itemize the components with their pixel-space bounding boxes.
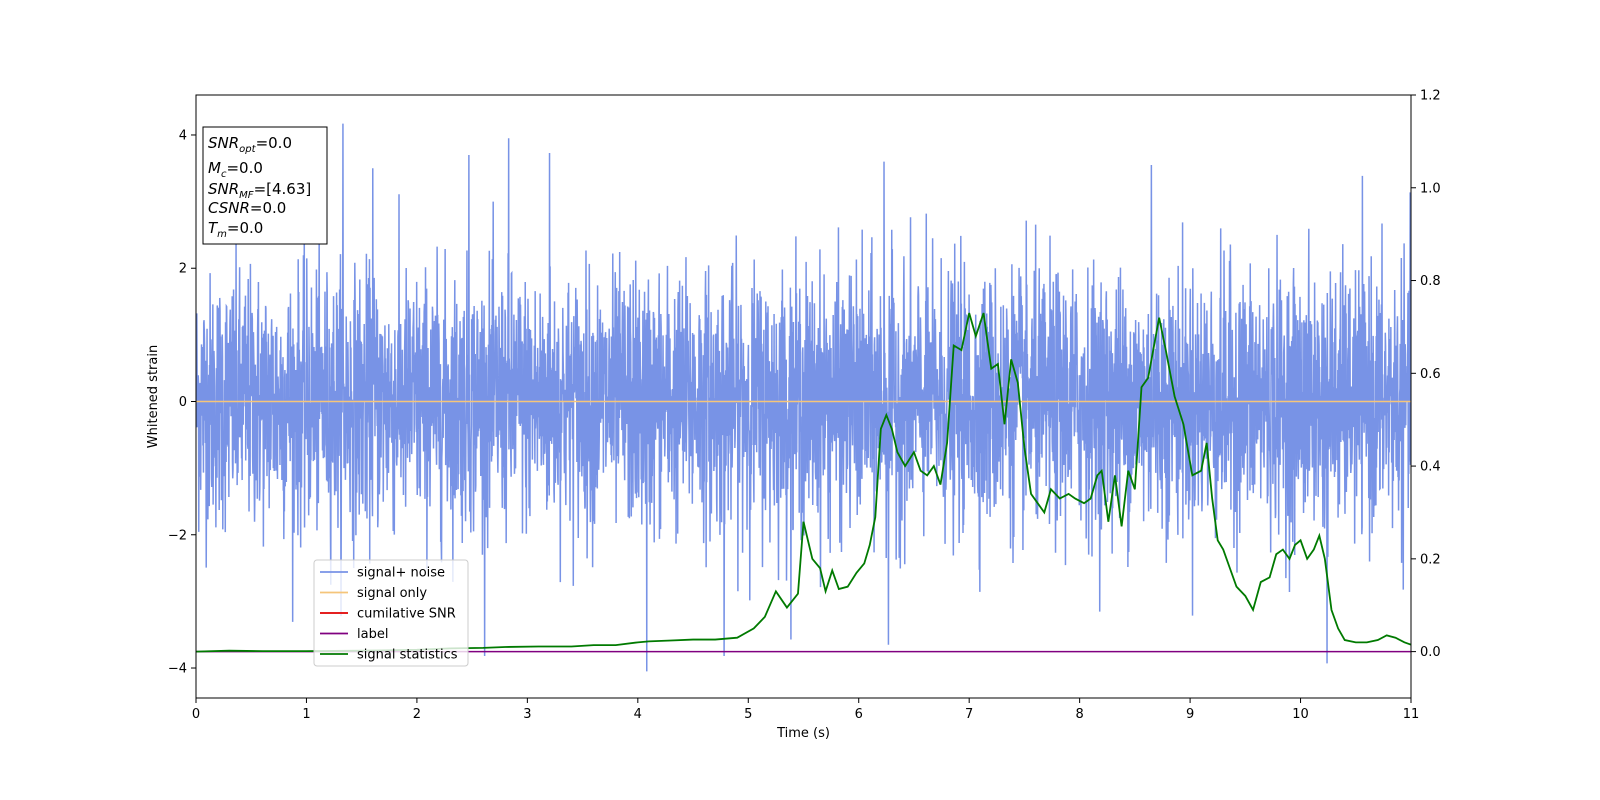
legend-label: label <box>357 627 388 642</box>
axes-frame <box>195 94 1412 699</box>
x-tick-label: 11 <box>1403 707 1420 722</box>
legend-label: signal statistics <box>357 648 458 663</box>
annotation-symbol: CSNR <box>208 199 250 217</box>
legend-label: signal+ noise <box>357 566 445 581</box>
annotation-symbol: SNR <box>208 134 239 152</box>
legend-label: cumilative SNR <box>357 607 456 622</box>
x-tick-label: 2 <box>413 707 421 722</box>
x-tick-label: 9 <box>1186 707 1194 722</box>
legend-label: signal only <box>357 586 427 601</box>
x-tick-label: 6 <box>855 707 863 722</box>
x-axis-label: Time (s) <box>776 726 830 741</box>
annotation-value: =[4.63] <box>254 180 312 198</box>
annotation-line: CSNR=0.0 <box>208 199 286 217</box>
x-tick-label: 10 <box>1292 707 1309 722</box>
y-right-tick-label: 0.8 <box>1420 274 1441 289</box>
annotation-line: Tm=0.0 <box>208 219 263 240</box>
annotation-symbol: SNR <box>208 180 239 198</box>
x-tick-label: 4 <box>634 707 642 722</box>
y-axis-label: Whitened strain <box>146 345 161 448</box>
annotation-box: SNRopt=0.0Mc=0.0SNRMF=[4.63]CSNR=0.0Tm=0… <box>202 126 328 245</box>
y-left-tick-label: 2 <box>179 262 187 277</box>
x-tick-label: 1 <box>302 707 310 722</box>
plot-frame <box>195 94 1412 699</box>
annotation-frame <box>202 126 328 245</box>
x-tick-label: 7 <box>965 707 973 722</box>
annotation-value: =0.0 <box>226 159 262 177</box>
annotation-subscript: c <box>221 169 227 180</box>
y-right-tick-label: 1.2 <box>1420 89 1441 104</box>
y-right-tick-label: 0.0 <box>1420 645 1441 660</box>
x-tick-label: 5 <box>744 707 752 722</box>
y-right-tick-label: 0.2 <box>1420 552 1441 567</box>
annotation-value: =0.0 <box>250 199 286 217</box>
y-left-tick-label: 4 <box>179 128 187 143</box>
y-right-tick-label: 0.6 <box>1420 367 1441 382</box>
annotation-symbol: T <box>208 219 219 237</box>
signal-plus-noise-line <box>196 123 1411 672</box>
x-tick-label: 0 <box>192 707 200 722</box>
y-left-tick-label: 0 <box>179 395 187 410</box>
signal-plus-noise-series <box>196 123 1411 672</box>
annotation-value: =0.0 <box>256 134 292 152</box>
annotation-line: Mc=0.0 <box>208 159 263 180</box>
annotation-subscript: m <box>217 229 227 240</box>
x-tick-label: 3 <box>523 707 531 722</box>
y-left-tick-label: −4 <box>168 662 187 677</box>
signal-statistics-line <box>196 312 1411 653</box>
annotation-symbol: M <box>208 159 221 177</box>
annotation-subscript: MF <box>239 190 254 201</box>
y-right-tick-label: 1.0 <box>1420 181 1441 196</box>
legend: signal+ noise signal only cumilative SNR la… <box>313 559 469 667</box>
annotation-subscript: opt <box>239 144 256 155</box>
ticks: 0 1 2 3 4 5 6 7 8 9 10 11 −4 −2 0 2 4 0.0 0.2 0.4 0.6 0.8 1.0 1… <box>168 89 1441 723</box>
legend-frame <box>313 559 469 667</box>
y-right-tick-label: 0.4 <box>1420 460 1441 475</box>
annotation-line: SNRopt=0.0 <box>208 134 292 155</box>
x-tick-label: 8 <box>1075 707 1083 722</box>
annotation-value: =0.0 <box>227 219 263 237</box>
annotation-line: SNRMF=[4.63] <box>208 180 311 201</box>
y-left-tick-label: −2 <box>168 528 187 543</box>
